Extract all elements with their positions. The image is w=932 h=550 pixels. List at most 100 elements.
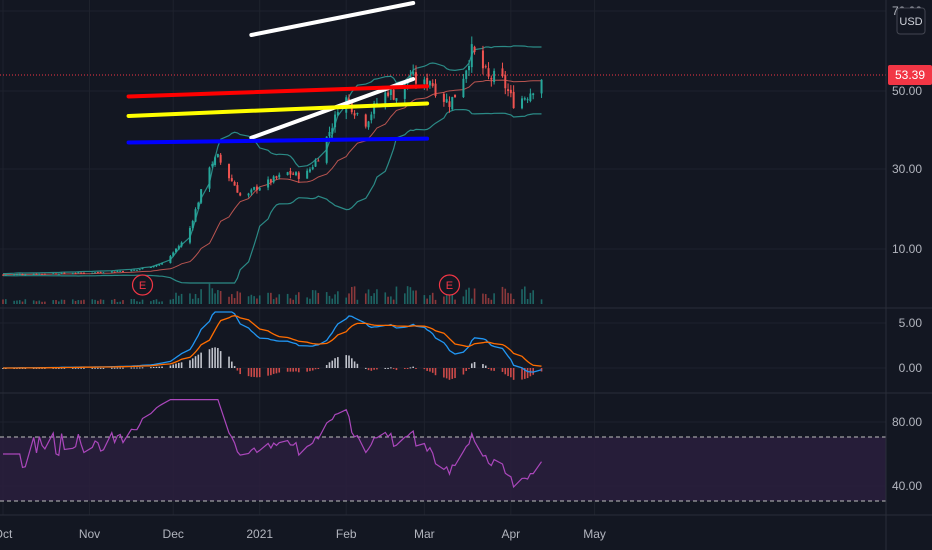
macd-histogram-bar (256, 368, 258, 378)
trend-line[interactable] (126, 84, 430, 99)
price-tick-label: 10.00 (892, 242, 922, 256)
volume-bar (462, 296, 465, 304)
candle-body (74, 273, 77, 275)
volume-bar (529, 292, 532, 304)
bollinger-basis (3, 79, 542, 276)
macd-axis[interactable]: 5.00 0.00 (899, 316, 923, 375)
macd-histogram-bar (448, 368, 451, 380)
volume-bar (13, 300, 15, 304)
volume-bar (364, 293, 367, 304)
macd-histogram-bar (270, 368, 272, 376)
earnings-marker[interactable]: E (438, 274, 461, 296)
candle-body (149, 267, 152, 269)
rsi-axis[interactable]: 80.00 40.00 (892, 415, 922, 493)
candle-body (99, 272, 102, 274)
trend-lines[interactable] (126, 1, 430, 145)
candle-body (155, 265, 158, 267)
time-tick-label: Feb (336, 527, 357, 541)
time-axis[interactable]: Oct Nov Dec 2021 Feb Mar Apr May (0, 527, 606, 541)
macd-histogram-bar (275, 368, 278, 374)
macd-histogram-bar (208, 349, 211, 368)
volume-bar (390, 296, 392, 304)
candle-body (306, 170, 309, 179)
macd-histogram-bar (434, 368, 437, 376)
volume-bar (189, 293, 191, 304)
candle-body (521, 98, 524, 109)
candle-body (152, 266, 155, 268)
volume-bar (317, 292, 320, 304)
currency-button[interactable]: USD (896, 7, 926, 35)
volume-bar (63, 299, 66, 304)
volume-bar (113, 299, 116, 304)
volume-bar (267, 292, 269, 304)
candle-body (169, 256, 172, 264)
candle-body (487, 68, 490, 77)
macd-histogram-bar (58, 367, 60, 369)
volume-bar (426, 298, 428, 304)
currency-label: USD (899, 16, 922, 28)
volume-bar (74, 300, 77, 304)
volume-bar (526, 299, 529, 304)
volume-bar (490, 299, 493, 304)
macd-histogram-bar (200, 352, 202, 368)
macd-histogram-bar (80, 367, 82, 369)
macd-histogram-bar (91, 367, 94, 369)
candle-body (200, 189, 203, 203)
macd-histogram-bar (239, 368, 241, 375)
macd-histogram-bar (130, 367, 133, 369)
volume-bar (155, 299, 158, 304)
macd-histogram-bar (297, 368, 300, 373)
trend-line[interactable] (126, 101, 430, 118)
volume-bar (465, 289, 468, 304)
volume-bar (275, 297, 278, 304)
volume-bar (219, 290, 222, 304)
candle-body (484, 66, 487, 68)
macd-histogram-bar (119, 367, 121, 369)
candle-body (116, 271, 119, 273)
macd-histogram-bar (331, 360, 334, 368)
macd-histogram-bar (337, 357, 339, 368)
candle-body (133, 269, 136, 271)
volume-bar (102, 299, 105, 304)
macd-histogram-bar (306, 368, 308, 372)
candle-body (91, 272, 94, 274)
time-tick-label: May (583, 527, 606, 541)
trend-line[interactable] (249, 1, 416, 37)
trend-line[interactable] (126, 136, 430, 145)
macd-histogram-bar (356, 363, 359, 368)
macd-histogram-bar (77, 367, 80, 369)
candle-body (445, 99, 448, 103)
candle-body (532, 93, 535, 96)
candle-body (523, 98, 526, 100)
volume-bar (258, 295, 261, 304)
candle-body (412, 71, 415, 75)
rsi-pane (3, 399, 542, 489)
macd-histogram-bar (231, 361, 233, 368)
candle-body (356, 113, 359, 115)
candle-body (286, 172, 289, 175)
macd-histogram-bar (493, 368, 495, 371)
macd-histogram-bar (353, 361, 356, 368)
macd-histogram-bar (462, 368, 465, 375)
volume-bar (71, 299, 74, 304)
macd-histogram-bar (468, 368, 470, 369)
candle-body (161, 263, 164, 265)
candle-body (255, 186, 258, 191)
candle-body (470, 44, 473, 68)
macd-histogram-bar (473, 362, 476, 368)
volume-bar (370, 295, 373, 304)
volume-bar (409, 287, 412, 304)
volume-bar (311, 290, 314, 304)
volume-bar (348, 293, 350, 304)
macd-histogram-bar (524, 368, 526, 379)
macd-histogram-bar (63, 367, 66, 369)
volume-bar (99, 299, 102, 304)
volume-bar (161, 301, 163, 304)
candle-body (473, 46, 476, 52)
earnings-marker[interactable]: E (131, 274, 154, 296)
macd-histogram-bar (351, 358, 353, 368)
macd-histogram-bar (512, 368, 515, 380)
volume-bar (211, 288, 214, 304)
